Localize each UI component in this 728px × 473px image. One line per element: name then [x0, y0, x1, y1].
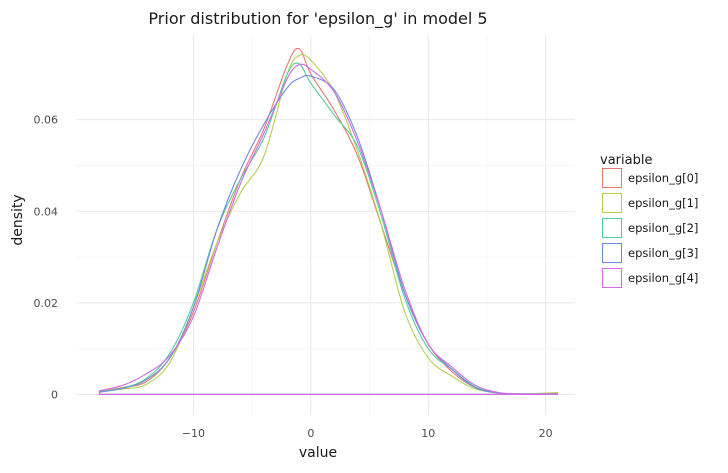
y-tick-label: 0 — [51, 388, 58, 401]
legend-swatch — [602, 243, 622, 263]
chart-title: Prior distribution for 'epsilon_g' in mo… — [148, 9, 487, 29]
tick-layer: −10 0 10 20 0 0.02 0.04 0.06 — [34, 114, 553, 440]
series-line-0 — [98, 47, 558, 395]
y-tick-label: 0.02 — [34, 297, 59, 310]
legend-label: epsilon_g[0] — [628, 171, 698, 185]
series-layer — [98, 47, 558, 395]
legend-label: epsilon_g[1] — [628, 196, 698, 210]
series-line-1 — [98, 53, 558, 395]
x-tick-label: −10 — [182, 427, 205, 440]
legend-title: variable — [600, 153, 652, 168]
y-tick-label: 0.04 — [34, 205, 59, 218]
x-tick-label: 0 — [307, 427, 314, 440]
x-tick-label: 10 — [421, 427, 435, 440]
legend-swatch — [602, 193, 622, 213]
y-tick-label: 0.06 — [34, 114, 59, 127]
legend-label: epsilon_g[3] — [628, 246, 698, 260]
legend-swatch — [602, 168, 622, 188]
series-line-3 — [98, 74, 558, 395]
legend-swatch — [602, 268, 622, 288]
legend-label: epsilon_g[4] — [628, 271, 698, 285]
legend-swatch — [602, 218, 622, 238]
series-line-2 — [98, 62, 558, 395]
x-tick-label: 20 — [539, 427, 553, 440]
y-axis-label: density — [10, 194, 26, 245]
x-axis-label: value — [299, 445, 337, 461]
series-line-4 — [98, 63, 558, 395]
legend: epsilon_g[0] epsilon_g[1] epsilon_g[2]epsi… — [602, 168, 698, 288]
grid-layer — [76, 35, 575, 415]
legend-label: epsilon_g[2] — [628, 221, 698, 235]
